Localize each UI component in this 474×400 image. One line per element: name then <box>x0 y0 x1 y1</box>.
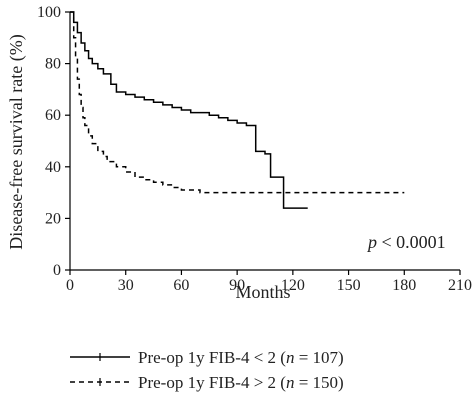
legend-label-fib4-high-prefix: Pre-op 1y FIB-4 > 2 ( <box>138 373 286 392</box>
legend-label-fib4-low-suffix: = 107) <box>294 348 343 367</box>
y-tick-label: 100 <box>37 4 61 21</box>
x-tick-label: 90 <box>229 277 245 294</box>
y-tick-label: 80 <box>45 56 61 73</box>
x-tick-label: 0 <box>66 277 74 294</box>
p-value-text: < 0.0001 <box>377 232 446 252</box>
legend: Pre-op 1y FIB-4 < 2 (n = 107) Pre-op 1y … <box>70 348 344 392</box>
plot-area <box>70 11 405 209</box>
x-tick-label: 150 <box>337 277 361 294</box>
legend-label-fib4-low-n: n <box>286 348 295 367</box>
legend-label-fib4-low-prefix: Pre-op 1y FIB-4 < 2 ( <box>138 348 286 367</box>
legend-label-fib4-high: Pre-op 1y FIB-4 > 2 (n = 150) <box>138 373 344 392</box>
legend-label-fib4-low: Pre-op 1y FIB-4 < 2 (n = 107) <box>138 348 344 367</box>
y-axis-title: Disease-free survival rate (%) <box>6 34 27 249</box>
x-axis: 0 30 60 90 120 150 180 210 <box>66 269 472 294</box>
legend-label-fib4-high-suffix: = 150) <box>294 373 343 392</box>
y-axis: 0 20 40 60 80 100 <box>37 4 71 279</box>
x-axis-title: Months <box>235 282 290 302</box>
y-tick-label: 20 <box>45 210 61 227</box>
p-value-symbol: p <box>366 232 377 252</box>
x-tick-label: 60 <box>173 277 189 294</box>
y-tick-label: 0 <box>53 262 61 279</box>
x-tick-label: 30 <box>118 277 134 294</box>
legend-entry-fib4-high: Pre-op 1y FIB-4 > 2 (n = 150) <box>70 373 344 392</box>
x-tick-label: 180 <box>392 277 416 294</box>
legend-label-fib4-high-n: n <box>286 373 295 392</box>
survival-curve-fib4-high <box>70 11 405 194</box>
p-value-annotation: p < 0.0001 <box>366 232 446 252</box>
y-tick-label: 40 <box>45 159 61 176</box>
x-tick-label: 120 <box>281 277 305 294</box>
y-tick-label: 60 <box>45 107 61 124</box>
legend-entry-fib4-low: Pre-op 1y FIB-4 < 2 (n = 107) <box>70 348 344 367</box>
survival-curve-fib4-low <box>70 11 308 209</box>
x-tick-label: 210 <box>448 277 472 294</box>
